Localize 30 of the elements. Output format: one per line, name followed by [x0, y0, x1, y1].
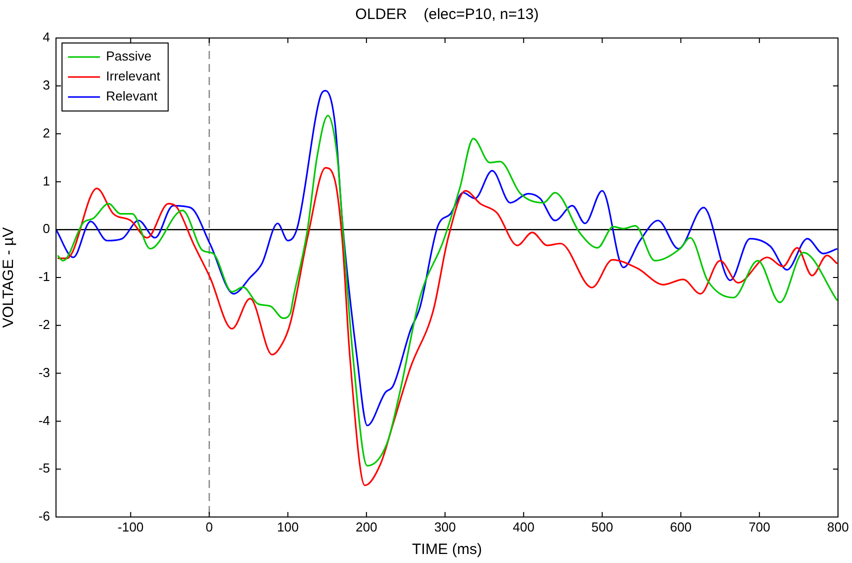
y-tick-label: 4 [42, 30, 50, 45]
y-tick-label: 0 [42, 221, 50, 236]
x-tick-label: 800 [827, 519, 849, 534]
line-series [56, 114, 838, 467]
x-tick-label: 400 [512, 519, 534, 534]
y-tick-label: -3 [38, 364, 50, 380]
x-tick-label: 100 [277, 519, 299, 534]
chart-title: OLDER (elec=P10, n=13) [355, 6, 539, 24]
x-tick-label: 600 [670, 519, 692, 534]
y-tick-label: 2 [42, 125, 50, 140]
y-tick-label: -2 [38, 316, 50, 332]
legend-label: Passive [106, 48, 152, 64]
y-axis-title: VOLTAGE - µV [0, 227, 18, 328]
line-series [56, 167, 838, 486]
x-tick-label: -100 [118, 519, 144, 534]
x-tick-label: 0 [206, 519, 213, 534]
legend-label: Irrelevant [106, 68, 161, 84]
y-tick-label: -1 [38, 269, 50, 284]
legend-label: Relevant [106, 88, 158, 104]
x-axis-title: TIME (ms) [412, 541, 482, 558]
y-tick-label: -6 [38, 508, 50, 524]
x-tick-label: 200 [356, 519, 378, 534]
line-series [56, 90, 838, 426]
y-tick-label: 1 [42, 173, 50, 188]
x-tick-label: 500 [591, 519, 614, 534]
x-tick-label: 300 [434, 519, 456, 534]
y-tick-label: 3 [42, 77, 50, 92]
x-tick-label: 700 [748, 519, 770, 534]
y-tick-label: -5 [38, 460, 50, 476]
y-tick-label: -4 [38, 412, 50, 428]
